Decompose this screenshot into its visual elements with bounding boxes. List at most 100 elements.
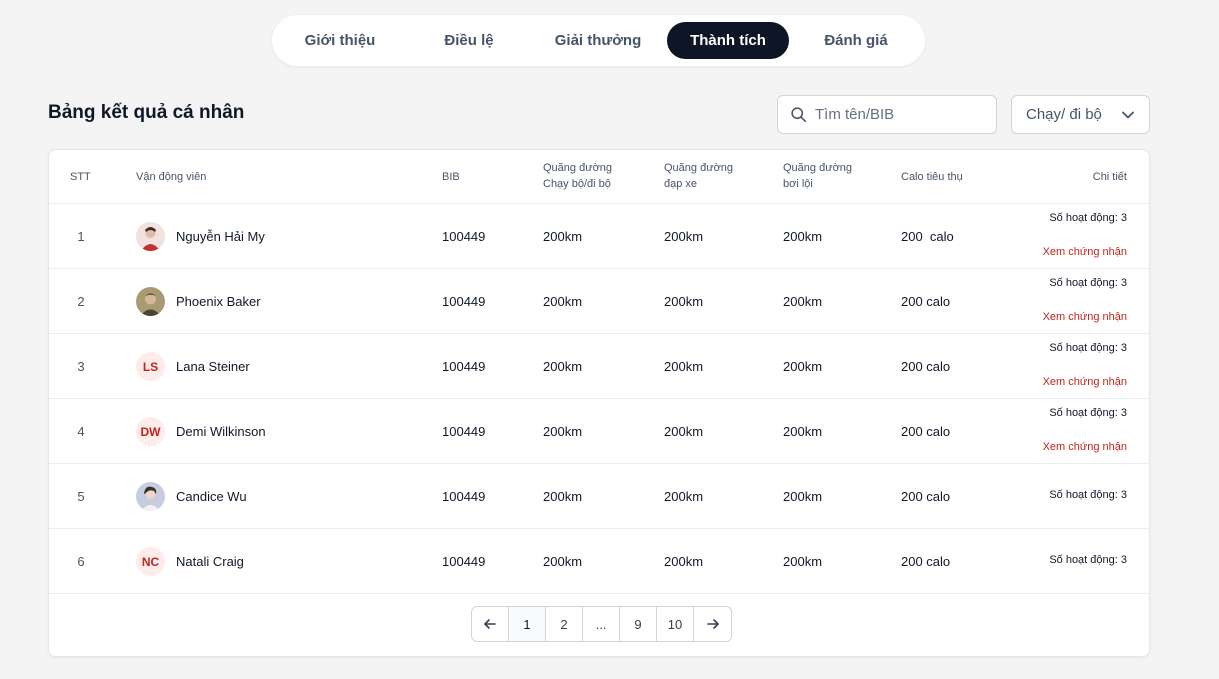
tab-dieu-le[interactable]: Điều lệ (444, 32, 494, 49)
swim-distance: 200km (783, 294, 823, 309)
table-row[interactable]: 4 DW Demi Wilkinson 100449 200km 200km 2… (49, 399, 1149, 464)
tab-danh-gia[interactable]: Đánh giá (824, 32, 888, 49)
arrow-left-icon (484, 619, 496, 629)
athlete-name[interactable]: Natali Craig (176, 554, 244, 569)
header-bib: BIB (442, 171, 460, 183)
view-certificate-link[interactable]: Xem chứng nhận (1042, 441, 1127, 453)
bike-distance: 200km (664, 359, 704, 374)
bike-distance: 200km (664, 489, 704, 504)
chevron-down-icon (1122, 111, 1134, 118)
table-row[interactable]: 5 Candice Wu 100449 200km 200km 200km 20… (49, 464, 1149, 529)
header-swim-distance: Quãng đường bơi lội (783, 160, 852, 192)
activity-count: Số hoạt động: 3 (1049, 212, 1127, 224)
athlete-name[interactable]: Lana Steiner (176, 359, 250, 374)
person-photo-icon (136, 222, 165, 251)
header-swim-line2: bơi lội (783, 178, 813, 190)
avatar: NC (136, 547, 165, 576)
calories: 200 calo (901, 229, 954, 244)
arrow-right-icon (706, 619, 719, 629)
bib-number: 100449 (442, 229, 486, 244)
avatar: LS (136, 352, 165, 381)
page-button-1[interactable]: 1 (509, 607, 546, 641)
activity-count: Số hoạt động: 3 (1049, 407, 1127, 419)
row-stt: 5 (77, 489, 85, 504)
header-stt: STT (70, 171, 91, 183)
header-run-distance: Quãng đường Chạy bộ/đi bộ (543, 160, 612, 192)
page-title: Bảng kết quả cá nhân (48, 102, 245, 123)
person-photo-icon (136, 287, 165, 316)
page-button-10[interactable]: 10 (657, 607, 694, 641)
table-row[interactable]: 3 LS Lana Steiner 100449 200km 200km 200… (49, 334, 1149, 399)
header-bike-line1: Quãng đường (664, 162, 734, 174)
header-detail: Chi tiết (1092, 171, 1127, 183)
pagination: 1 2 ... 9 10 (471, 606, 732, 642)
run-distance: 200km (543, 294, 583, 309)
tab-giai-thuong[interactable]: Giải thưởng (554, 32, 642, 49)
header-run-line2: Chạy bộ/đi bộ (543, 178, 611, 190)
header-athlete: Vận động viên (136, 171, 207, 183)
tab-gioi-thieu[interactable]: Giới thiệu (304, 32, 376, 49)
header-bike-line2: đạp xe (664, 178, 698, 190)
results-table: STT Vận động viên BIB Quãng đường Chạy b… (48, 149, 1150, 657)
page-ellipsis: ... (583, 607, 620, 641)
avatar: DW (136, 417, 165, 446)
activity-filter-select[interactable]: Chạy/ đi bộ (1011, 95, 1150, 134)
calories: 200 calo (901, 359, 951, 374)
bib-number: 100449 (442, 424, 486, 439)
activity-count: Số hoạt động: 3 (1049, 554, 1127, 566)
row-stt: 4 (77, 424, 85, 439)
prev-page-button[interactable] (472, 607, 509, 641)
avatar (136, 482, 165, 511)
bib-number: 100449 (442, 294, 486, 309)
header-bike-distance: Quãng đường đạp xe (664, 160, 733, 192)
header-swim-line1: Quãng đường (783, 162, 853, 174)
bike-distance: 200km (664, 294, 704, 309)
run-distance: 200km (543, 554, 583, 569)
athlete-name[interactable]: Phoenix Baker (176, 294, 261, 309)
view-certificate-link[interactable]: Xem chứng nhận (1042, 376, 1127, 388)
next-page-button[interactable] (694, 607, 731, 641)
table-row[interactable]: 2 Phoenix Baker 100449 200km 200km 200km… (49, 269, 1149, 334)
page-button-9[interactable]: 9 (620, 607, 657, 641)
header-run-line1: Quãng đường (543, 162, 613, 174)
bike-distance: 200km (664, 424, 704, 439)
calories: 200 calo (901, 489, 951, 504)
view-certificate-link[interactable]: Xem chứng nhận (1042, 246, 1127, 258)
page-button-2[interactable]: 2 (546, 607, 583, 641)
run-distance: 200km (543, 424, 583, 439)
bike-distance: 200km (664, 554, 704, 569)
search-input[interactable] (815, 106, 985, 123)
header-calo: Calo tiêu thụ (901, 171, 963, 183)
table-row[interactable]: 1 Nguyễn Hải My 100449 200km 200km 200km… (49, 204, 1149, 269)
run-distance: 200km (543, 359, 583, 374)
athlete-name[interactable]: Demi Wilkinson (176, 424, 266, 439)
activity-count: Số hoạt động: 3 (1049, 489, 1127, 501)
tab-thanh-tich[interactable]: Thành tích (667, 22, 789, 59)
swim-distance: 200km (783, 554, 823, 569)
athlete-name[interactable]: Nguyễn Hải My (176, 229, 265, 244)
bib-number: 100449 (442, 489, 486, 504)
bib-number: 100449 (442, 359, 486, 374)
activity-count: Số hoạt động: 3 (1049, 277, 1127, 289)
row-stt: 1 (77, 229, 85, 244)
row-stt: 6 (77, 554, 85, 569)
search-box[interactable] (777, 95, 997, 134)
activity-count: Số hoạt động: 3 (1049, 342, 1127, 354)
table-header: STT Vận động viên BIB Quãng đường Chạy b… (49, 150, 1149, 204)
view-certificate-link[interactable]: Xem chứng nhận (1042, 311, 1127, 323)
run-distance: 200km (543, 229, 583, 244)
tab-bar: Giới thiệu Điều lệ Giải thưởng Thành tíc… (272, 15, 925, 66)
row-stt: 3 (77, 359, 85, 374)
athlete-name[interactable]: Candice Wu (176, 489, 247, 504)
table-row[interactable]: 6 NC Natali Craig 100449 200km 200km 200… (49, 529, 1149, 594)
avatar (136, 287, 165, 316)
person-photo-icon (136, 482, 165, 511)
calories: 200 calo (901, 294, 951, 309)
avatar (136, 222, 165, 251)
bib-number: 100449 (442, 554, 486, 569)
filter-selected-value: Chạy/ đi bộ (1026, 106, 1102, 123)
run-distance: 200km (543, 489, 583, 504)
swim-distance: 200km (783, 359, 823, 374)
swim-distance: 200km (783, 229, 823, 244)
calories: 200 calo (901, 424, 951, 439)
